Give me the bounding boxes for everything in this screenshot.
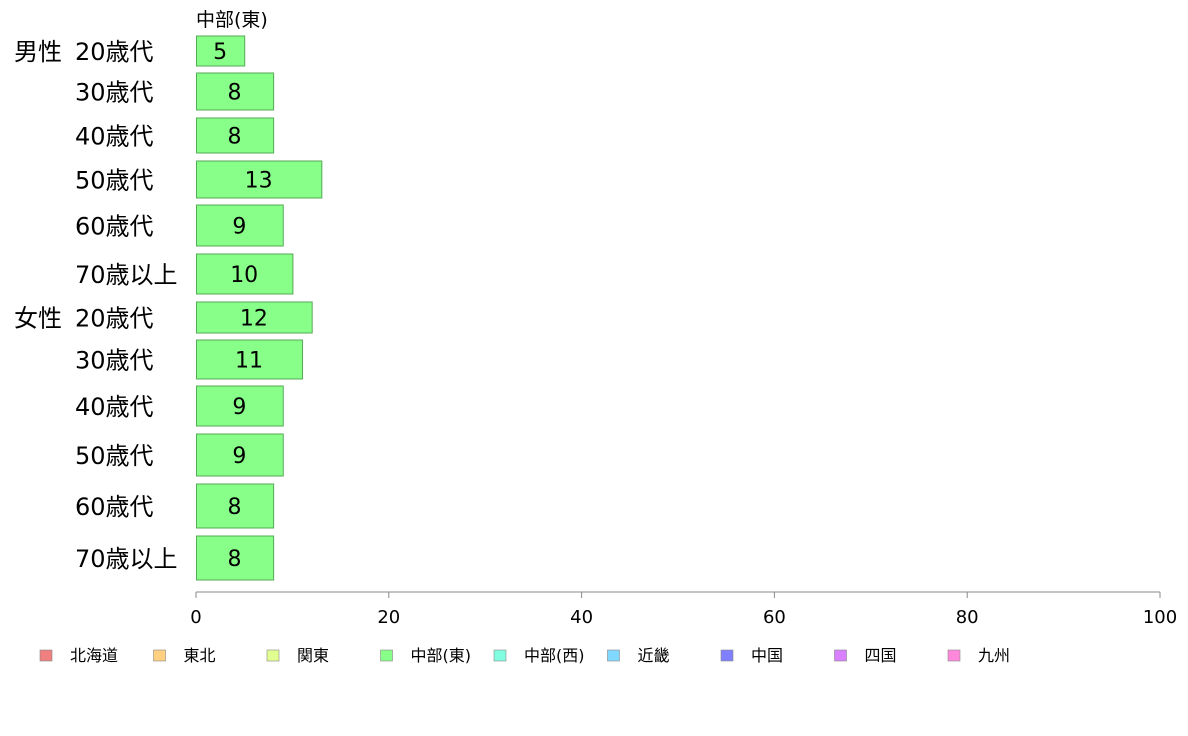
bar	[196, 160, 323, 199]
bar-value-label: 13	[245, 169, 273, 194]
bar	[196, 385, 284, 427]
x-tick-label: 20	[377, 607, 400, 628]
x-axis: 0 20 40 60 80 100	[190, 591, 1177, 628]
x-tick-label: 80	[956, 607, 979, 628]
bar	[196, 72, 275, 111]
category-label: 40歳代	[75, 123, 154, 151]
bar	[196, 301, 313, 334]
group-label: 女性	[14, 305, 62, 333]
bar	[196, 117, 275, 154]
bar-value-label: 12	[240, 307, 268, 332]
bar	[196, 35, 246, 67]
category-label: 50歳代	[75, 442, 154, 470]
category-label: 30歳代	[75, 79, 154, 107]
category-label: 40歳代	[75, 393, 154, 421]
bar-value-label: 8	[228, 81, 242, 106]
category-label: 70歳以上	[75, 261, 178, 289]
legend-swatch	[266, 649, 280, 662]
x-tick-label: 40	[570, 607, 593, 628]
legend-swatch	[607, 649, 620, 662]
bar-value-label: 8	[228, 547, 242, 572]
legend-swatch	[834, 649, 847, 662]
category-label: 60歳代	[75, 213, 154, 241]
bar-value-label: 9	[232, 395, 246, 420]
legend-swatch	[380, 649, 393, 662]
series-column-title: 中部(東)	[196, 9, 268, 31]
legend-label: 中部(西)	[524, 646, 585, 665]
legend-label: 近畿	[638, 646, 670, 665]
legend-label: 北海道	[70, 646, 118, 665]
legend-label: 中部(東)	[411, 646, 472, 665]
legend-swatch	[720, 649, 734, 662]
legend-swatch	[947, 649, 961, 662]
bar	[196, 535, 275, 581]
bar-value-label: 8	[228, 495, 242, 520]
category-label: 70歳以上	[75, 545, 178, 573]
legend-label: 関東	[297, 646, 329, 665]
x-tick-label: 0	[190, 607, 201, 628]
legend-label: 四国	[865, 646, 897, 665]
bar	[196, 204, 284, 247]
legend: 北海道 東北 関東 中部(東) 中部(西) 近畿 中国 四国 九州	[39, 646, 1010, 665]
bar	[196, 483, 275, 529]
legend-swatch	[39, 649, 53, 662]
x-tick-label: 60	[763, 607, 786, 628]
x-tick-label: 100	[1143, 607, 1177, 628]
bar-value-label: 9	[232, 444, 246, 469]
group-label: 男性	[14, 38, 62, 66]
category-label: 50歳代	[75, 167, 154, 195]
legend-label: 中国	[751, 646, 783, 665]
bar-value-label: 5	[213, 40, 227, 65]
bar-value-label: 9	[232, 215, 246, 240]
category-label: 30歳代	[75, 347, 154, 375]
legend-label: 東北	[184, 646, 216, 665]
bar	[196, 339, 304, 380]
bar-value-label: 11	[235, 349, 263, 374]
legend-label: 九州	[978, 646, 1010, 665]
bar	[196, 433, 284, 477]
category-label: 20歳代	[75, 305, 154, 333]
category-label: 20歳代	[75, 38, 154, 66]
legend-swatch	[153, 649, 166, 662]
bar	[196, 253, 294, 295]
bar-value-label: 8	[228, 125, 242, 150]
category-label: 60歳代	[75, 493, 154, 521]
bar-value-label: 10	[230, 263, 258, 288]
legend-swatch	[493, 649, 507, 662]
